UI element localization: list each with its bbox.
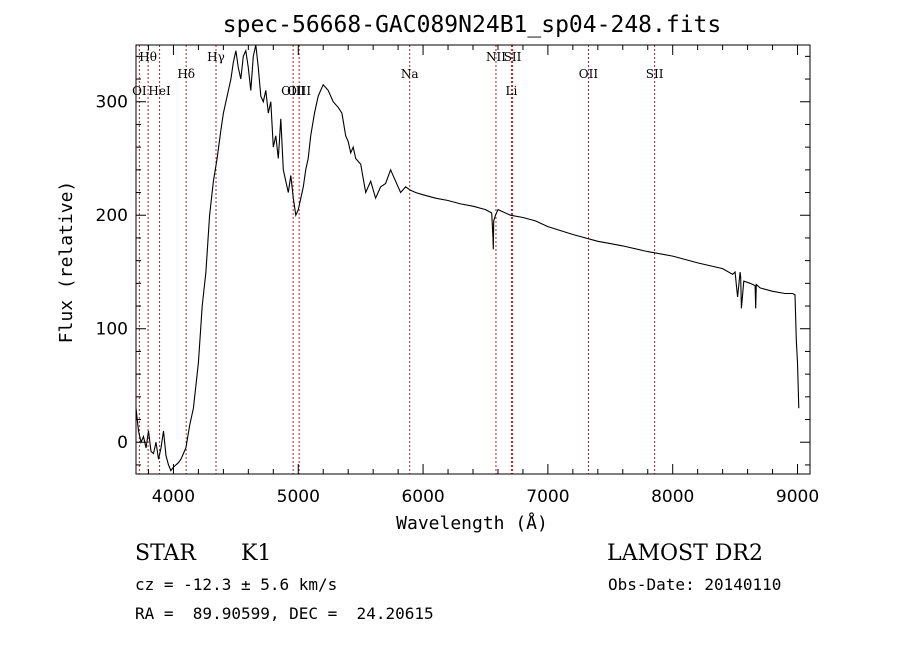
spectral-subclass: K1: [241, 541, 272, 566]
y-tick-label: 0: [117, 433, 128, 453]
x-tick-label: 9000: [776, 487, 819, 507]
line-marker-label: Hθ: [139, 50, 157, 64]
line-marker-label: HeI: [148, 84, 171, 98]
line-marker-label: OI: [132, 84, 147, 98]
redshift-text: cz = -12.3 ± 5.6 km/s: [135, 575, 338, 594]
x-axis-label: Wavelength (Å): [396, 512, 548, 534]
line-marker-label: Hγ: [207, 50, 225, 64]
x-tick-label: 7000: [526, 487, 569, 507]
x-tick-label: 8000: [651, 487, 694, 507]
x-tick-label: 6000: [401, 487, 444, 507]
line-marker-label: OIII: [287, 84, 311, 98]
obs-date: Obs-Date: 20140110: [608, 575, 782, 594]
line-marker-label: Hδ: [177, 67, 195, 81]
survey-name: LAMOST DR2: [607, 541, 763, 566]
x-tick-label: 5000: [277, 487, 320, 507]
object-class: STAR: [135, 541, 196, 566]
y-axis-label: Flux (relative): [56, 181, 77, 344]
plot-frame: [135, 44, 811, 475]
x-tick-label: 4000: [152, 487, 195, 507]
y-tick-label: 200: [96, 206, 128, 226]
y-tick-label: 100: [96, 320, 128, 340]
chart-title: spec-56668-GAC089N24B1_sp04-248.fits: [223, 12, 722, 38]
line-marker-label: NII: [486, 50, 506, 64]
spectrum-line: [135, 44, 800, 472]
line-marker-label: OII: [579, 67, 599, 81]
line-marker-label: SII: [646, 67, 664, 81]
coordinates: RA = 89.90599, DEC = 24.20615: [135, 604, 434, 623]
line-marker-label: Li: [506, 84, 518, 98]
line-marker-label: Na: [401, 67, 419, 81]
y-tick-label: 300: [96, 93, 128, 113]
line-marker-label: SII: [504, 50, 522, 64]
axis-ticks: 4000 5000 6000 7000 8000 9000 0 100 200 300: [96, 45, 819, 507]
